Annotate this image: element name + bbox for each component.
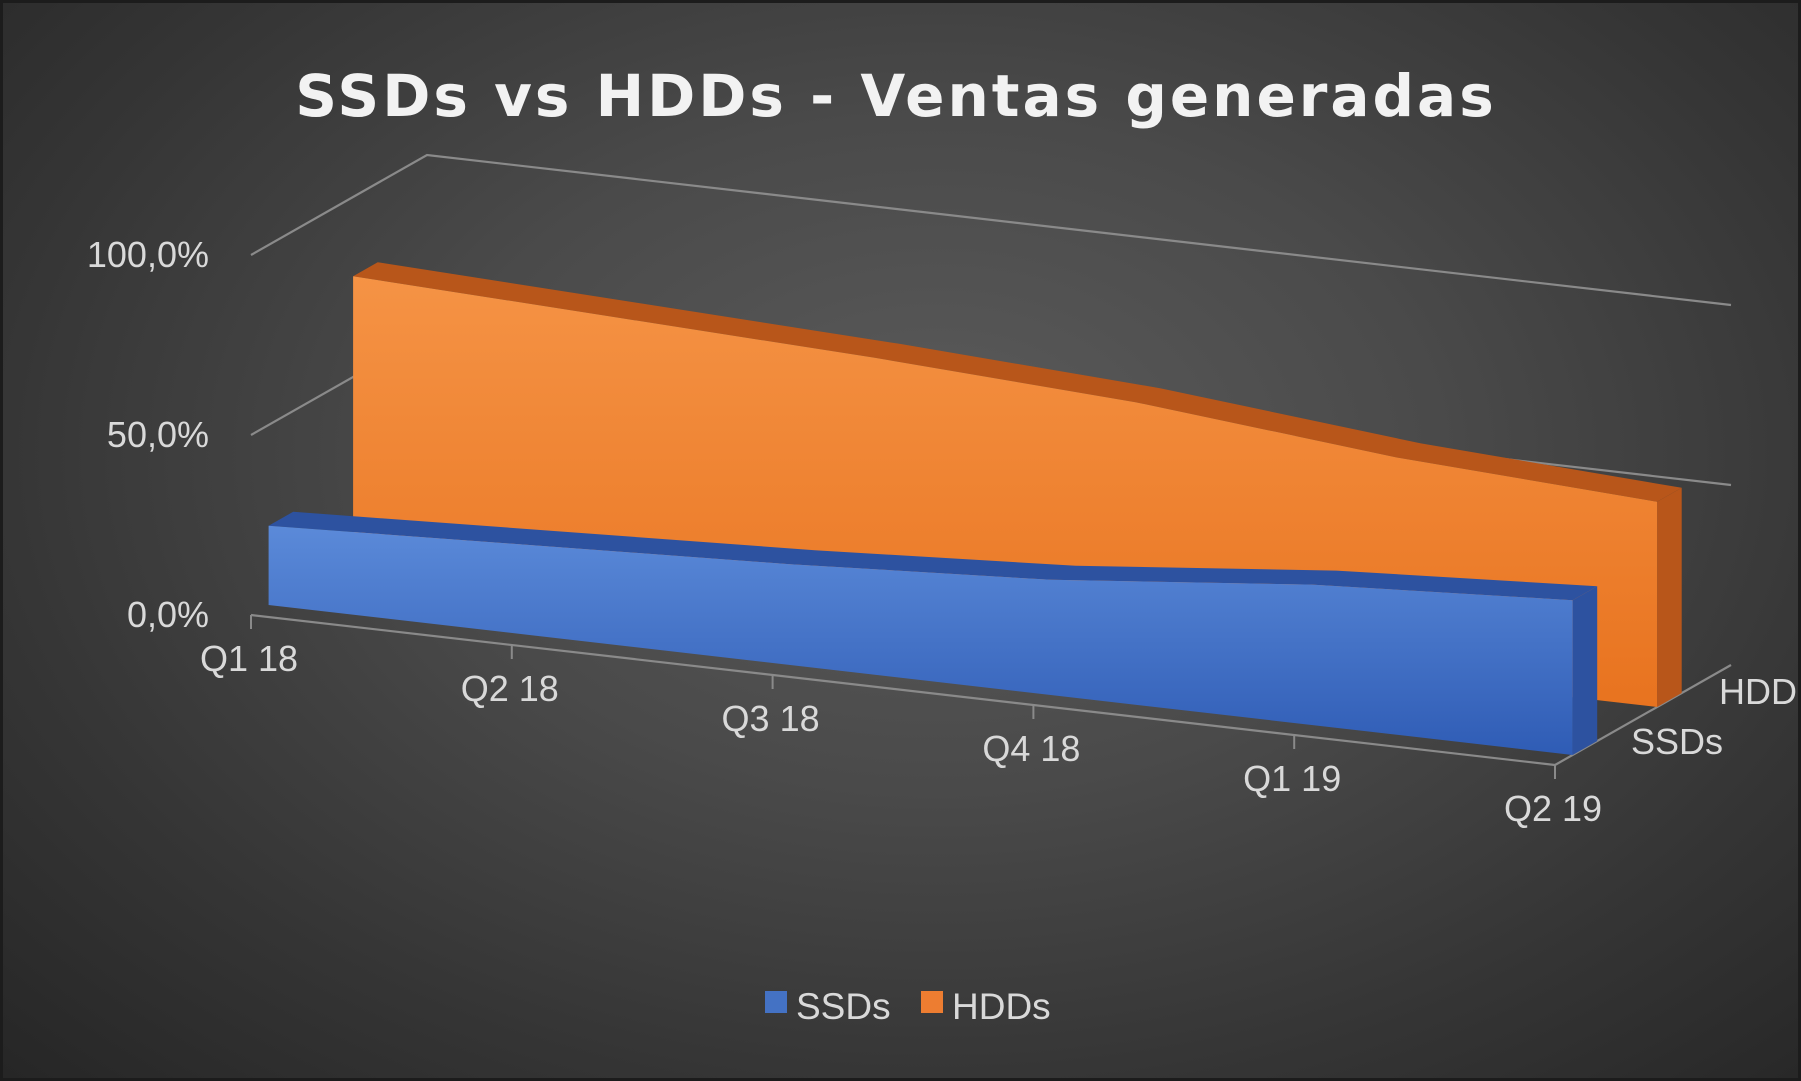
- x-tick-label: Q1 19: [1243, 758, 1341, 799]
- x-tick-label: Q3 18: [722, 698, 820, 739]
- depth-label: HDDs: [1719, 671, 1798, 712]
- legend: SSDs HDDs: [765, 986, 1051, 1027]
- gridline: [250, 153, 1732, 307]
- y-tick-label: 100,0%: [87, 234, 209, 275]
- axis-labels: 0,0% 50,0% 100,0% Q1 18 Q2 18 Q3 18 Q4 18 Q1 19…: [87, 234, 1798, 829]
- series-group: [268, 262, 1682, 755]
- axes: [250, 613, 1732, 779]
- chart-title: SSDs vs HDDs - Ventas generadas: [295, 62, 1496, 130]
- depth-label: SSDs: [1631, 721, 1723, 762]
- series-top-surface: [268, 511, 1598, 601]
- y-tick-label: 50,0%: [107, 414, 209, 455]
- category-axis: [250, 613, 1556, 767]
- x-tick-label: Q2 18: [461, 668, 559, 709]
- depth-axis: [1554, 664, 1732, 766]
- legend-label-hdds: HDDs: [952, 986, 1051, 1027]
- x-tick-label: Q1 18: [200, 638, 298, 679]
- chart-area: SSDs vs HDDs - Ventas generadas 0,0% 50,0…: [3, 3, 1798, 1078]
- x-tick-label: Q2 19: [1504, 788, 1602, 829]
- x-tick-label: Q4 18: [982, 728, 1080, 769]
- series-end-cap: [1572, 586, 1598, 755]
- series-end-cap: [1657, 487, 1682, 707]
- series-top-surface: [353, 262, 1682, 502]
- legend-swatch-ssds: [765, 991, 787, 1013]
- series-ssds: [268, 511, 1598, 755]
- legend-label-ssds: SSDs: [796, 986, 891, 1027]
- y-tick-label: 0,0%: [127, 594, 209, 635]
- chart-svg: SSDs vs HDDs - Ventas generadas 0,0% 50,0…: [87, 62, 1798, 1027]
- legend-swatch-hdds: [921, 991, 943, 1013]
- series-front-face: [268, 525, 1573, 755]
